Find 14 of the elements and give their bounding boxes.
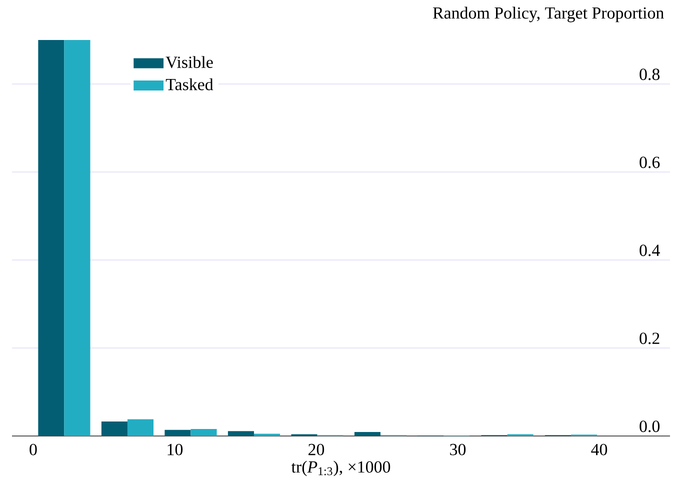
y-tick-label: 0.0 bbox=[640, 420, 660, 432]
legend-label: Tasked bbox=[166, 78, 214, 90]
x-tick-label: 10 bbox=[168, 444, 183, 456]
legend-label: Visible bbox=[166, 56, 213, 68]
x-tick-label: 30 bbox=[450, 444, 466, 456]
y-tick-label: 0.8 bbox=[640, 68, 660, 80]
y-tick-label: 0.4 bbox=[640, 244, 660, 256]
x-axis-title: tr(P$_{1:3}$), ×1000 bbox=[291, 460, 390, 476]
y-tick-label: 0.2 bbox=[640, 332, 660, 344]
x-tick-label: 40 bbox=[591, 444, 608, 456]
y-tick-label: 0.6 bbox=[640, 156, 660, 168]
x-tick-label: 0 bbox=[30, 444, 37, 456]
x-tick-label: 20 bbox=[308, 444, 324, 456]
chart-title: Random Policy, Target Proportion bbox=[432, 6, 664, 22]
